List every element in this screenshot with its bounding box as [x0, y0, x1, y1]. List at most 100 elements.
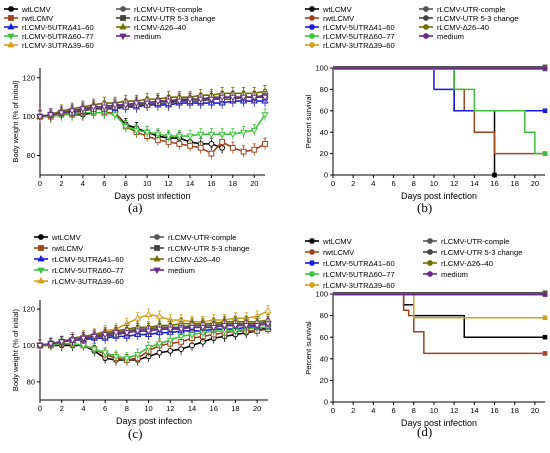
panel-b: wtLCMV rwtLCMV rLCMV-5UTRΔ41–60 rLCMV-5UTRΔ…: [275, 0, 550, 224]
data-point: [164, 133, 173, 141]
data-point: [47, 341, 55, 348]
legend-swatch-marker: [309, 24, 315, 30]
legend-label: rLCMV-UTR 5-3 change: [441, 248, 522, 257]
chart-a: wtLCMVrwtLCMVrLCMV-5UTRΔ41–60rLCMV-5UTRΔ…: [4, 5, 269, 201]
legend-entry: medium: [423, 270, 468, 279]
x-tick-label: 18: [511, 179, 519, 188]
data-point: [189, 342, 195, 349]
data-point: [242, 323, 250, 330]
legend-swatch-marker: [8, 15, 14, 21]
legend-swatch-marker: [38, 234, 44, 240]
legend-entry: rwtLCMV: [34, 244, 84, 253]
x-tick-label: 16: [490, 406, 498, 415]
series-group: [333, 293, 548, 356]
censor-mark: [542, 151, 548, 156]
data-point: [239, 129, 248, 137]
data-point: [36, 114, 44, 121]
legend-label: rLCMV-5UTRΔ41–60: [22, 23, 94, 32]
y-tick-label: 80: [27, 377, 35, 386]
x-tick-label: 8: [125, 404, 129, 413]
legend-swatch-marker: [309, 249, 315, 255]
legend-label: medium: [437, 32, 464, 41]
y-tick-label: 0: [324, 398, 328, 407]
data-point: [155, 312, 164, 319]
censor-mark: [542, 351, 548, 356]
data-point: [167, 348, 174, 354]
data-point: [261, 112, 269, 119]
legend-entry: rLCMV-Δ26–40: [423, 259, 493, 268]
x-axis-label: Days post infection: [401, 191, 477, 201]
data-point: [101, 350, 109, 357]
data-point: [143, 129, 151, 137]
data-point: [250, 94, 258, 102]
data-point: [132, 127, 141, 135]
data-point: [240, 148, 247, 155]
data-point: [207, 131, 216, 139]
data-point: [264, 321, 272, 328]
legend-swatch-marker: [119, 33, 127, 41]
panel-c: wtLCMV rwtLCMV rLCMV-5UTRΔ41–60 rLCMV-5UTRΔ…: [0, 224, 275, 448]
legend-entry: rLCMV-3UTRΔ39–60: [34, 276, 124, 286]
series-line: [39, 96, 265, 118]
survival-step: [333, 293, 545, 355]
y-tick-label: 100: [315, 64, 328, 73]
legend-entry: rLCMV-3UTRΔ39–60: [305, 41, 395, 50]
x-tick-label: 12: [450, 406, 458, 415]
survival-step: [333, 293, 545, 338]
series-line: [40, 111, 223, 149]
series-line: [39, 90, 266, 118]
legend-label: rLCMV-3UTRΔ39–60: [323, 281, 395, 290]
panel-label-a: (a): [128, 200, 143, 215]
legend-swatch-marker: [309, 33, 315, 39]
y-tick-label: 60: [320, 333, 328, 342]
data-point: [123, 355, 131, 363]
legend-swatch-marker: [427, 271, 433, 277]
legend-entry: rLCMV-5UTRΔ60–77: [34, 266, 124, 275]
x-tick-label: 6: [391, 406, 395, 415]
data-point: [111, 102, 119, 109]
legend-entry: rLCMV-Δ26–40: [150, 254, 220, 264]
x-tick-label: 0: [38, 179, 42, 188]
legend-entry: rwtLCMV: [4, 14, 54, 23]
x-tick-label: 16: [210, 404, 218, 413]
data-point: [123, 330, 131, 337]
legend-swatch-marker: [120, 6, 126, 12]
x-tick-label: 20: [531, 406, 539, 415]
series-group: [36, 90, 269, 123]
legend-entry: rLCMV-UTR-comple: [419, 5, 505, 14]
x-axis-label: Days post infection: [401, 418, 477, 428]
data-point: [166, 337, 174, 345]
legend-entry: rLCMV-UTR-comple: [150, 233, 236, 242]
y-tick-label: 60: [320, 106, 328, 115]
y-axis-label: Body weight (% of initial): [11, 80, 20, 163]
legend-swatch-marker: [423, 15, 429, 21]
legend-swatch-marker: [7, 33, 15, 41]
legend-entry: wtLCMV: [305, 237, 353, 246]
legend-label: rLCMV-5UTRΔ41–60: [323, 23, 395, 32]
legend-swatch-marker: [423, 24, 429, 30]
survival-step: [333, 67, 545, 155]
legend-swatch-marker: [427, 249, 433, 255]
data-point: [175, 133, 183, 141]
legend-label: rLCMV-5UTRΔ60–77: [323, 32, 395, 41]
x-tick-label: 12: [166, 404, 174, 413]
legend-entry: rLCMV-Δ26–40: [116, 22, 186, 32]
legend-entry: medium: [116, 32, 161, 41]
data-point: [144, 310, 153, 317]
y-tick-label: 0: [324, 171, 328, 180]
data-point: [68, 108, 76, 115]
data-point: [156, 349, 163, 356]
legend-swatch-marker: [309, 6, 315, 12]
panel-label-d: (d): [417, 424, 433, 439]
series-group: [333, 67, 548, 114]
data-point: [187, 142, 193, 149]
data-point: [210, 324, 218, 332]
censor-mark: [542, 315, 548, 321]
chart-c: wtLCMV rwtLCMV rLCMV-5UTRΔ41–60 rLCMV-5UTRΔ…: [11, 233, 272, 426]
x-tick-label: 10: [144, 404, 152, 413]
legend-entry: rwtLCMV: [305, 14, 355, 23]
data-point: [186, 133, 194, 141]
data-point: [122, 102, 130, 109]
legend-entry: rLCMV-Δ26–40: [419, 23, 489, 32]
survival-step: [333, 293, 545, 319]
